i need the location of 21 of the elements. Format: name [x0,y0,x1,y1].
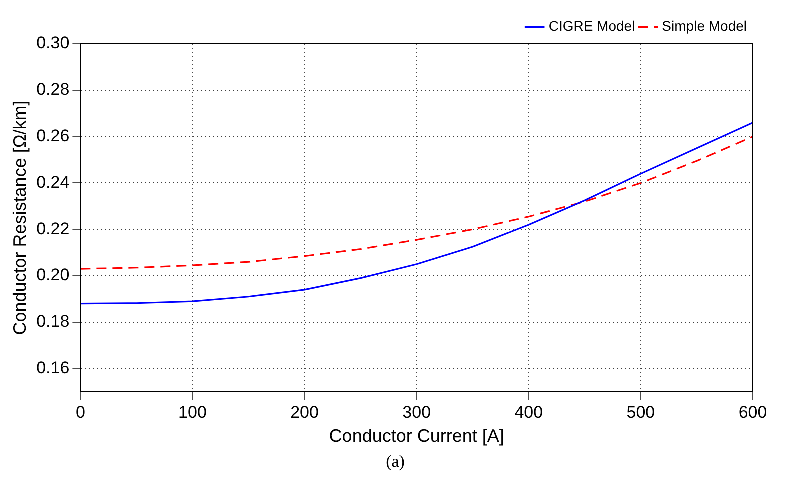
y-axis-title: Conductor Resistance [Ω/km] [10,100,30,336]
x-tick-label: 500 [626,402,656,422]
legend-label: CIGRE Model [548,18,636,34]
y-tick-label: 0.26 [36,126,70,146]
line-series [80,136,753,270]
y-tick-label: 0.30 [36,34,70,53]
x-tick-label: 200 [290,402,319,422]
y-tick-label: 0.16 [36,358,70,378]
x-tick-label: 300 [402,402,432,422]
y-tick-label: 0.20 [36,266,70,285]
y-tick-label: 0.28 [36,80,70,100]
y-tick-label: 0.18 [36,312,70,332]
x-axis-title: Conductor Current [A] [329,426,504,446]
x-tick-label: 600 [738,402,768,422]
y-tick-label: 0.22 [36,219,70,238]
x-tick-label: 400 [514,402,544,422]
x-tick-label: 100 [178,402,207,422]
text: (a) [385,452,406,472]
legend-label: Simple Model [662,18,748,34]
x-tick-label: 0 [76,402,86,422]
y-tick-label: 0.24 [36,172,70,192]
